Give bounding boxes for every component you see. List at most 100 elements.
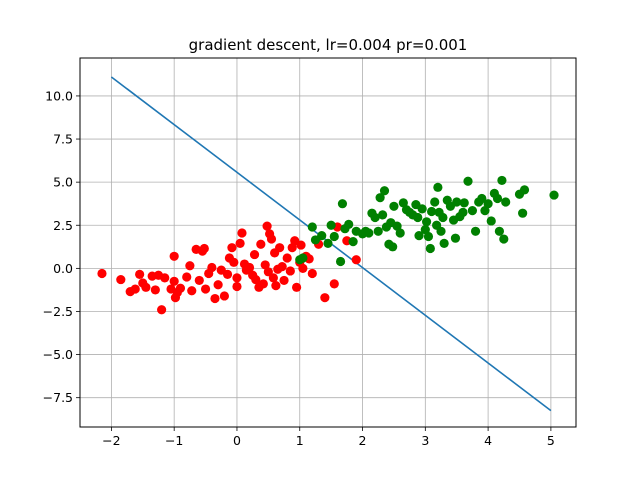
point-class-0 bbox=[260, 260, 270, 270]
point-class-0 bbox=[207, 262, 217, 273]
point-class-1 bbox=[458, 207, 468, 217]
point-class-0 bbox=[235, 238, 245, 248]
point-class-1 bbox=[470, 226, 481, 236]
point-class-0 bbox=[219, 291, 230, 301]
point-class-1 bbox=[323, 238, 333, 248]
point-class-0 bbox=[298, 263, 308, 273]
point-class-1 bbox=[452, 197, 462, 207]
point-class-1 bbox=[426, 206, 437, 217]
x-tick-label: −1 bbox=[165, 433, 183, 448]
point-class-1 bbox=[459, 198, 469, 208]
point-class-0 bbox=[194, 275, 204, 286]
point-class-1 bbox=[486, 216, 496, 226]
point-class-1 bbox=[378, 210, 388, 220]
point-class-0 bbox=[175, 283, 186, 293]
point-class-1 bbox=[549, 190, 559, 200]
point-class-0 bbox=[329, 279, 339, 289]
point-class-1 bbox=[430, 197, 440, 207]
point-class-0 bbox=[160, 273, 170, 283]
point-class-0 bbox=[262, 221, 272, 231]
point-class-1 bbox=[348, 237, 358, 247]
point-class-0 bbox=[279, 275, 289, 286]
point-class-1 bbox=[439, 238, 449, 248]
point-class-1 bbox=[420, 224, 430, 235]
point-class-1 bbox=[477, 193, 487, 204]
point-class-0 bbox=[169, 276, 179, 286]
point-class-0 bbox=[232, 273, 242, 283]
y-tick-label: 5.0 bbox=[53, 175, 73, 190]
point-class-0 bbox=[244, 262, 255, 273]
axes-frame bbox=[79, 57, 577, 428]
point-class-0 bbox=[200, 284, 211, 294]
y-axis: −7.5 −5.0 −2.5 0.0 2.5 5.0 7.5 10.0 bbox=[43, 88, 80, 405]
point-class-0 bbox=[157, 305, 167, 315]
point-class-0 bbox=[169, 251, 179, 261]
point-class-0 bbox=[285, 266, 295, 276]
point-class-0 bbox=[351, 255, 361, 265]
point-class-1 bbox=[373, 226, 383, 236]
point-class-1 bbox=[425, 243, 435, 254]
point-class-1 bbox=[307, 222, 317, 232]
point-class-1 bbox=[326, 220, 336, 230]
point-class-0 bbox=[287, 243, 297, 253]
y-tick-label: −2.5 bbox=[43, 304, 73, 319]
point-class-1 bbox=[335, 256, 346, 267]
point-class-1 bbox=[370, 212, 380, 223]
point-class-1 bbox=[436, 226, 446, 236]
point-class-1 bbox=[329, 231, 339, 242]
point-class-0 bbox=[249, 249, 260, 260]
scatter-points bbox=[97, 175, 559, 315]
point-class-0 bbox=[237, 228, 247, 238]
x-axis: −2 −1 0 1 2 3 4 5 bbox=[102, 427, 555, 448]
grid bbox=[80, 58, 576, 427]
point-class-0 bbox=[150, 285, 160, 295]
y-tick-label: −5.0 bbox=[43, 347, 73, 362]
point-class-1 bbox=[463, 176, 473, 186]
chart-title: gradient descent, lr=0.004 pr=0.001 bbox=[189, 36, 468, 54]
point-class-0 bbox=[185, 261, 195, 271]
point-class-0 bbox=[275, 243, 285, 253]
point-class-0 bbox=[227, 243, 237, 253]
y-tick-label: 7.5 bbox=[53, 132, 73, 147]
point-class-1 bbox=[317, 231, 327, 241]
point-class-0 bbox=[229, 257, 239, 267]
point-class-0 bbox=[282, 253, 292, 263]
point-class-0 bbox=[256, 239, 266, 249]
point-class-0 bbox=[296, 240, 306, 250]
point-class-1 bbox=[518, 208, 528, 218]
point-class-1 bbox=[467, 206, 478, 216]
point-class-1 bbox=[483, 199, 493, 209]
point-class-0 bbox=[292, 282, 302, 292]
x-tick-label: 3 bbox=[421, 433, 429, 448]
point-class-1 bbox=[337, 199, 348, 209]
point-class-1 bbox=[480, 206, 490, 216]
point-class-1 bbox=[450, 233, 461, 243]
point-class-0 bbox=[135, 269, 145, 279]
point-class-1 bbox=[413, 212, 423, 223]
point-class-0 bbox=[320, 293, 330, 303]
point-class-0 bbox=[263, 267, 273, 277]
x-tick-label: 2 bbox=[359, 433, 367, 448]
point-class-1 bbox=[398, 198, 408, 208]
y-tick-label: −7.5 bbox=[43, 390, 73, 405]
point-class-1 bbox=[497, 175, 507, 186]
point-class-0 bbox=[187, 286, 197, 296]
point-class-1 bbox=[395, 228, 405, 238]
point-class-1 bbox=[417, 204, 427, 214]
point-class-0 bbox=[277, 262, 287, 272]
point-class-1 bbox=[389, 201, 399, 211]
point-class-1 bbox=[501, 197, 511, 207]
point-class-0 bbox=[116, 274, 126, 285]
point-class-0 bbox=[271, 281, 281, 291]
point-class-0 bbox=[182, 272, 192, 282]
point-class-1 bbox=[499, 234, 509, 244]
y-tick-label: 0.0 bbox=[53, 261, 73, 276]
x-tick-label: 4 bbox=[484, 433, 492, 448]
point-class-1 bbox=[519, 185, 530, 195]
x-tick-label: −2 bbox=[102, 433, 120, 448]
point-class-1 bbox=[423, 231, 434, 242]
point-class-0 bbox=[307, 268, 317, 279]
point-class-1 bbox=[421, 217, 432, 227]
y-tick-label: 2.5 bbox=[53, 218, 73, 233]
